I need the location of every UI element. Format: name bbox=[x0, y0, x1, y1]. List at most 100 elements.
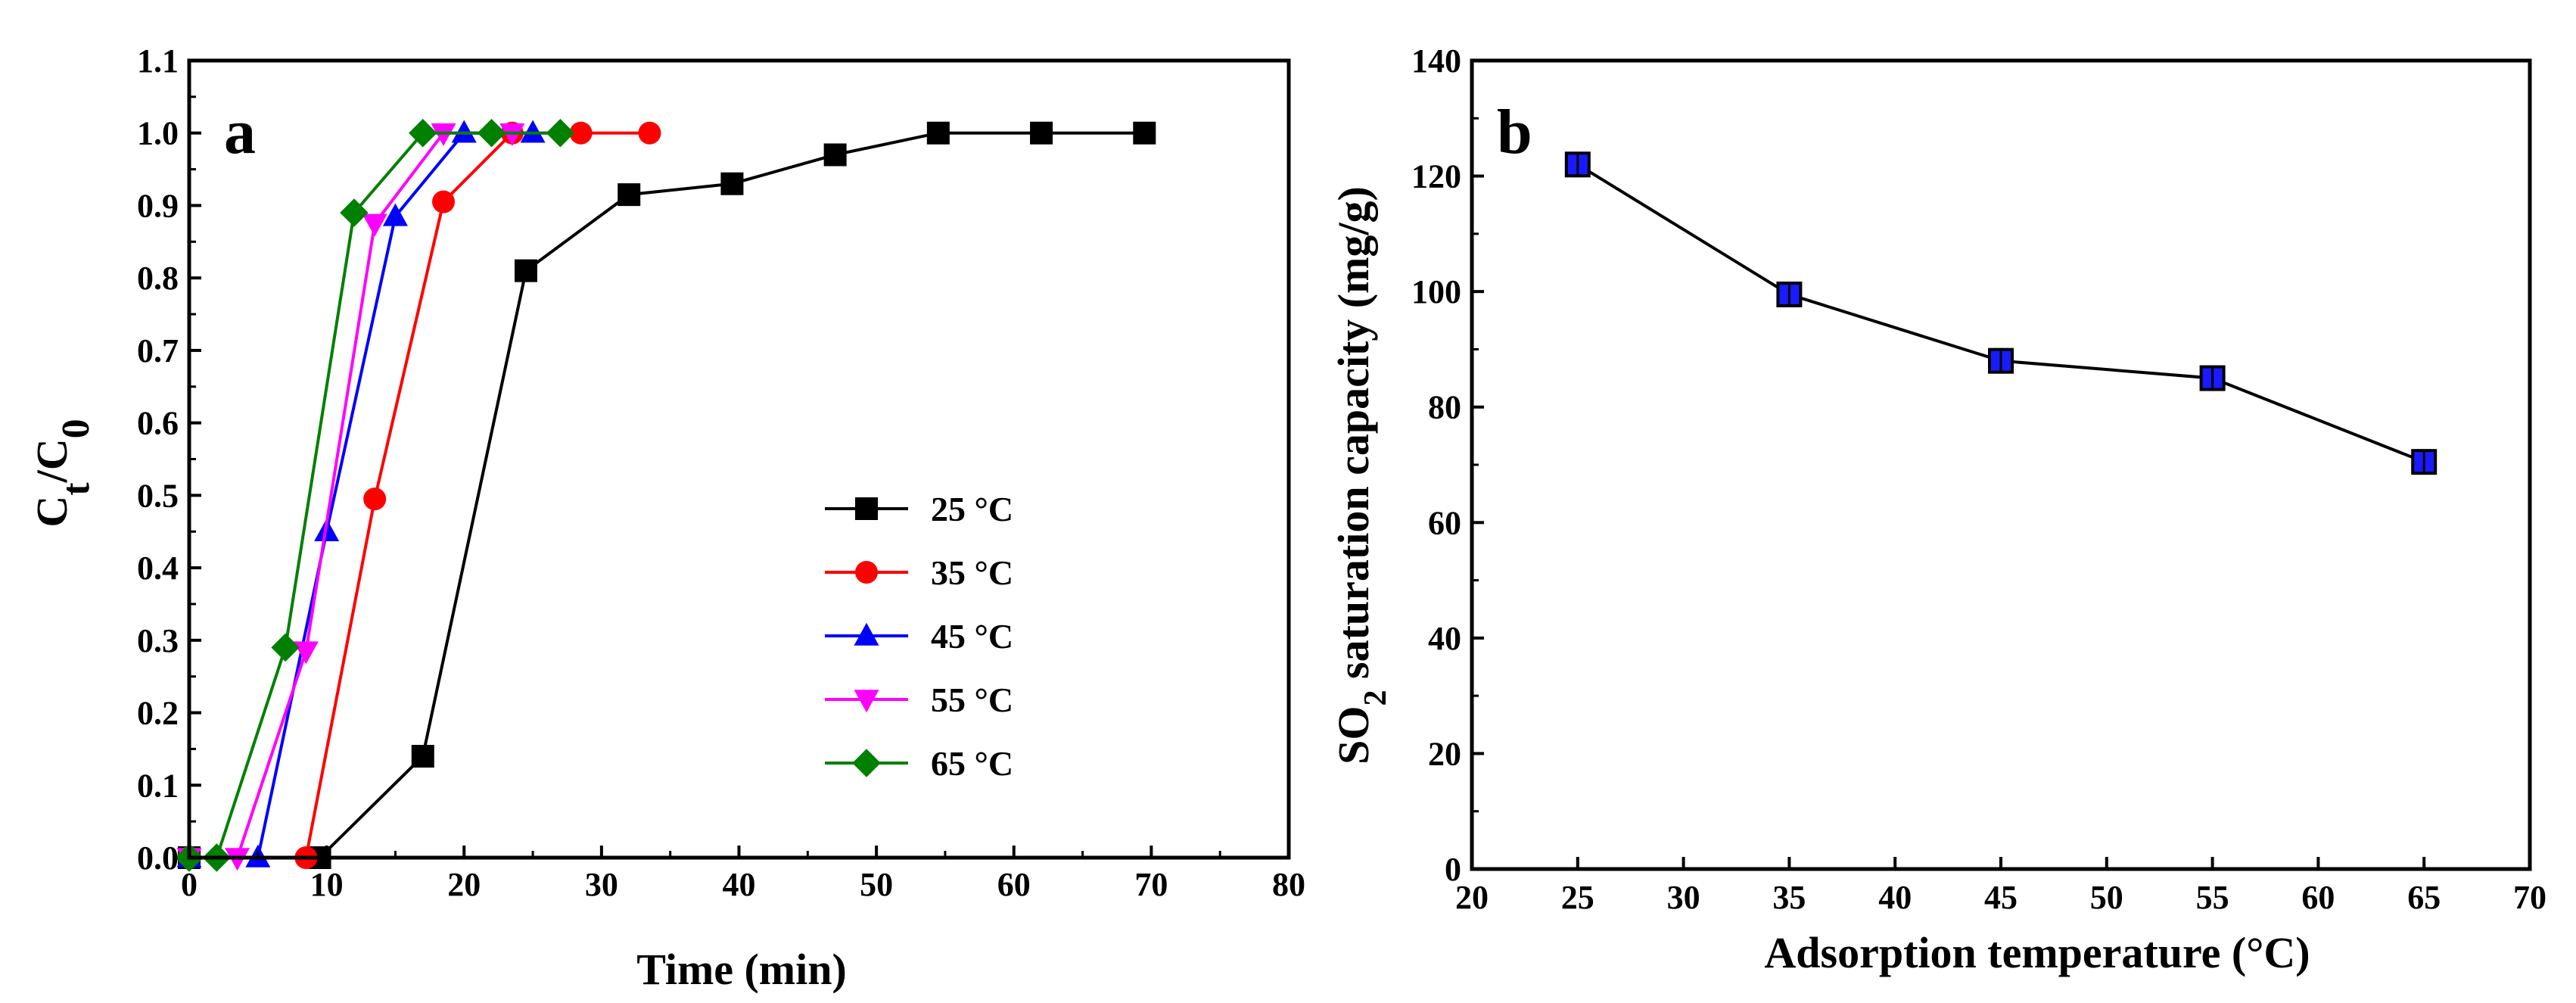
y-tick-label: 0.0 bbox=[137, 839, 179, 877]
data-point bbox=[546, 118, 575, 148]
x-tick-label: 40 bbox=[1878, 879, 1912, 916]
legend-marker bbox=[854, 622, 879, 646]
data-point bbox=[271, 633, 300, 662]
panel-b-y-axis: 0 20 40 60 80 100 120 140 bbox=[1411, 42, 1484, 888]
series-0 bbox=[1564, 151, 2438, 475]
y-title-c: C bbox=[27, 496, 76, 528]
panel-b-x-axis-title: Adsorption temperature (°C) bbox=[1764, 928, 2310, 977]
panel-b-label: b bbox=[1497, 97, 1532, 167]
x-tick-label: 30 bbox=[1667, 879, 1700, 916]
y-tick-label: 0.1 bbox=[137, 767, 179, 804]
y-tick-label: 140 bbox=[1411, 42, 1461, 79]
y-tick-label: 0.8 bbox=[137, 260, 179, 297]
legend-marker bbox=[855, 561, 878, 584]
panel-a-x-axis: 0 10 20 30 40 50 60 70 80 bbox=[181, 846, 1305, 903]
y-tick-label: 0.2 bbox=[137, 695, 179, 732]
y-tick-label: 0.6 bbox=[137, 405, 179, 442]
data-point bbox=[2199, 365, 2226, 391]
y-title-rest: saturation capacity (mg/g) bbox=[1329, 186, 1378, 690]
data-point bbox=[1776, 281, 1803, 307]
panel-a-label: a bbox=[224, 97, 256, 167]
y-tick-label: 100 bbox=[1411, 273, 1461, 310]
legend-entry: 65 °C bbox=[825, 744, 1013, 783]
data-point bbox=[638, 121, 661, 145]
panel-b-x-axis: 20 25 30 35 40 45 50 55 60 65 70 bbox=[1455, 857, 2546, 916]
panel-a-y-axis-title: Ct/C0 bbox=[27, 419, 98, 527]
data-point bbox=[1988, 347, 2014, 374]
panel-a-legend: 25 °C 35 °C 45 °C 55 °C 65 °C bbox=[825, 490, 1013, 783]
y-title-sub-t: t bbox=[54, 482, 98, 496]
legend-entry: 35 °C bbox=[825, 553, 1013, 592]
legend-label: 55 °C bbox=[931, 681, 1013, 719]
y-tick-label: 120 bbox=[1411, 158, 1461, 195]
data-point bbox=[823, 143, 847, 167]
data-point bbox=[362, 213, 387, 237]
series-0 bbox=[178, 121, 1156, 869]
data-point bbox=[340, 198, 369, 227]
data-point bbox=[2411, 449, 2438, 475]
x-tick-label: 35 bbox=[1772, 879, 1806, 916]
data-point bbox=[569, 121, 593, 145]
data-point bbox=[1564, 151, 1591, 178]
x-tick-label: 30 bbox=[585, 866, 618, 903]
x-tick-label: 10 bbox=[310, 866, 344, 903]
data-point bbox=[514, 259, 537, 282]
legend-label: 25 °C bbox=[931, 490, 1013, 528]
x-tick-label: 0 bbox=[181, 866, 198, 903]
legend-label: 35 °C bbox=[931, 553, 1013, 592]
x-tick-label: 50 bbox=[2090, 879, 2123, 916]
x-tick-label: 70 bbox=[2513, 879, 2546, 916]
data-point bbox=[411, 744, 434, 768]
y-tick-label: 20 bbox=[1428, 735, 1461, 772]
x-tick-label: 60 bbox=[997, 866, 1031, 903]
data-point bbox=[477, 118, 506, 148]
y-title-sub-2: 2 bbox=[1358, 690, 1393, 706]
legend-label: 45 °C bbox=[931, 617, 1013, 656]
x-tick-label: 45 bbox=[1984, 879, 2018, 916]
data-point bbox=[409, 118, 437, 148]
x-tick-label: 25 bbox=[1561, 879, 1594, 916]
data-point bbox=[363, 487, 387, 511]
x-tick-label: 40 bbox=[723, 866, 756, 903]
data-point bbox=[499, 123, 525, 146]
x-tick-label: 50 bbox=[860, 866, 893, 903]
panel-b-plot-frame bbox=[1470, 58, 2532, 871]
panel-b-capacity-chart: 20 25 30 35 40 45 50 55 60 65 70 02040608010012014… bbox=[1329, 42, 2546, 977]
x-tick-label: 60 bbox=[2301, 879, 2335, 916]
x-tick-label: 80 bbox=[1272, 866, 1305, 903]
data-point bbox=[382, 203, 408, 226]
series-2 bbox=[176, 120, 546, 868]
x-tick-label: 55 bbox=[2196, 879, 2229, 916]
y-title-so: SO bbox=[1329, 706, 1378, 764]
panel-b-y-axis-title: SO2 saturation capacity (mg/g) bbox=[1329, 186, 1393, 765]
legend-entry: 45 °C bbox=[825, 617, 1013, 656]
panel-a-y-axis: 0.0 0.1 0.2 0.3 0.4 0.5 0.6 0.7 0.8 0.9 1.0 1.1 bbox=[137, 42, 201, 877]
y-tick-label: 1.1 bbox=[137, 42, 179, 79]
panel-b-series-layer bbox=[1564, 151, 2438, 475]
x-tick-label: 20 bbox=[447, 866, 481, 903]
data-point bbox=[293, 641, 319, 665]
series-line bbox=[189, 131, 1145, 859]
y-tick-label: 0.9 bbox=[137, 187, 179, 224]
y-tick-label: 0 bbox=[1445, 851, 1461, 888]
y-tick-label: 0.5 bbox=[137, 477, 179, 514]
y-title-sub-0: 0 bbox=[54, 419, 98, 438]
legend-marker bbox=[854, 690, 879, 713]
y-tick-label: 80 bbox=[1428, 389, 1461, 426]
panel-a-x-axis-title: Time (min) bbox=[636, 945, 847, 994]
legend-marker bbox=[855, 497, 878, 520]
legend-entry: 25 °C bbox=[825, 490, 1013, 528]
data-point bbox=[432, 190, 456, 213]
y-tick-label: 0.7 bbox=[137, 332, 179, 369]
y-tick-label: 40 bbox=[1428, 620, 1461, 657]
data-point bbox=[926, 121, 950, 145]
y-tick-label: 0.3 bbox=[137, 622, 179, 659]
series-line bbox=[1576, 163, 2425, 464]
legend-label: 65 °C bbox=[931, 744, 1013, 783]
data-point bbox=[1030, 121, 1053, 145]
series-line bbox=[189, 131, 534, 859]
data-point bbox=[520, 120, 546, 143]
y-tick-label: 0.4 bbox=[137, 550, 179, 587]
legend-entry: 55 °C bbox=[825, 681, 1013, 719]
